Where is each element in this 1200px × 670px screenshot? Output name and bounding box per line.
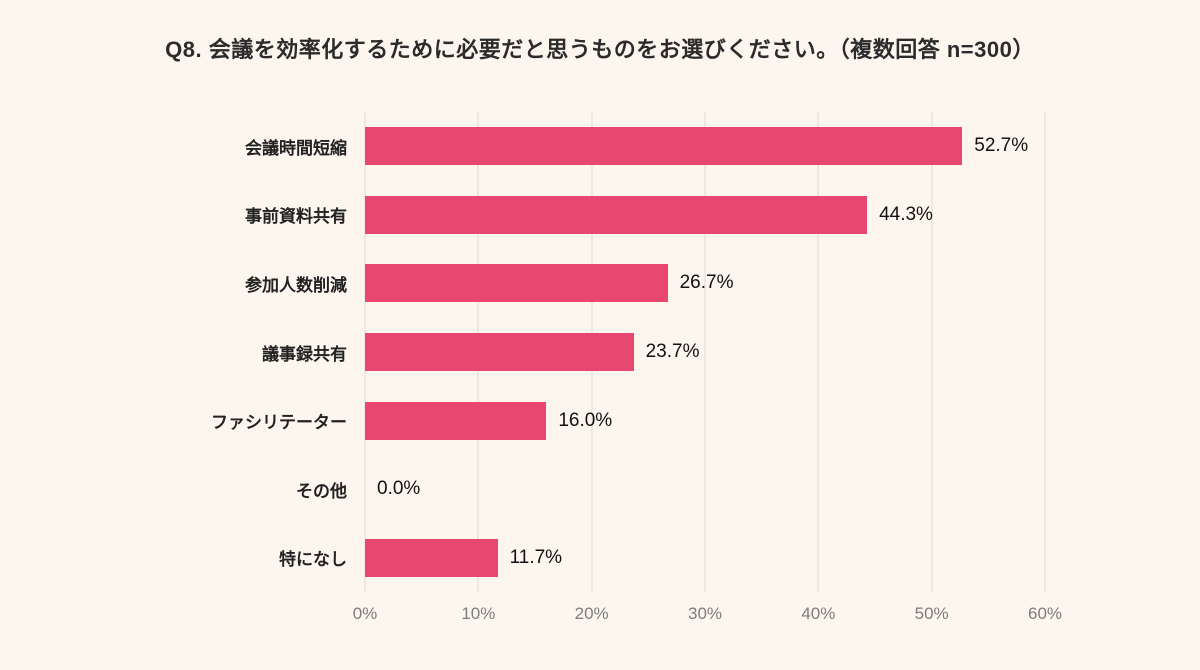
value-label: 11.7% — [509, 546, 563, 568]
chart-row: その他 0.0% — [0, 455, 1200, 524]
bar — [365, 401, 547, 440]
bar — [365, 195, 868, 234]
chart-title: Q8. 会議を効率化するために必要だと思うものをお選びください。（複数回答 n=… — [165, 37, 1035, 62]
bar — [365, 127, 963, 166]
category-label: ファシリテーター — [211, 413, 347, 433]
category-label: 議事録共有 — [262, 344, 347, 364]
x-tick-label: 20% — [574, 604, 609, 623]
category-label: 参加人数削減 — [245, 275, 347, 295]
value-label: 23.7% — [645, 341, 700, 363]
chart-row: 会議時間短縮 52.7% — [0, 112, 1200, 181]
category-label: 特になし — [279, 550, 347, 570]
bar-track: 52.7% — [365, 127, 1045, 166]
bar — [365, 264, 668, 303]
gridline — [704, 112, 706, 592]
bar-track: 44.3% — [365, 195, 1045, 234]
x-tick-label: 50% — [914, 604, 949, 623]
value-label: 44.3% — [879, 203, 933, 225]
bar-track: 0.0% — [365, 470, 1045, 508]
bar — [365, 333, 634, 372]
chart-row: 議事録共有 23.7% — [0, 318, 1200, 387]
x-tick-label: 60% — [1027, 604, 1063, 623]
bar-chart: 会議時間短縮 52.7% 事前資料共有 44.3% 参加人数削減 26.7% 議事録共有 23… — [0, 112, 1200, 628]
value-label: 0.0% — [377, 478, 421, 500]
category-label: 会議時間短縮 — [245, 138, 347, 158]
value-label: 52.7% — [974, 135, 1029, 157]
x-tick-label: 0% — [352, 604, 378, 623]
bar — [365, 538, 498, 577]
chart-row: 参加人数削減 26.7% — [0, 249, 1200, 318]
value-label: 16.0% — [558, 409, 613, 431]
gridline — [817, 112, 819, 592]
chart-row: 事前資料共有 44.3% — [0, 181, 1200, 250]
bar-track: 23.7% — [365, 333, 1045, 372]
bar-track: 11.7% — [365, 538, 1045, 577]
bar-track: 26.7% — [365, 264, 1045, 303]
value-label: 26.7% — [679, 272, 734, 294]
gridline — [931, 112, 933, 592]
x-tick-label: 10% — [461, 604, 496, 623]
chart-row: 特になし 11.7% — [0, 523, 1200, 592]
category-label: 事前資料共有 — [245, 207, 347, 227]
chart-row: ファシリテーター 16.0% — [0, 386, 1200, 455]
x-tick-label: 30% — [687, 604, 723, 623]
bar-track: 16.0% — [365, 401, 1045, 440]
rows: 会議時間短縮 52.7% 事前資料共有 44.3% 参加人数削減 26.7% 議事録共有 23… — [0, 112, 1200, 592]
category-label: その他 — [296, 481, 347, 501]
gridline — [1044, 112, 1046, 592]
x-axis: 0% 10% 20% 30% 40% 50% 60% — [353, 592, 1062, 628]
x-tick-label: 40% — [801, 604, 836, 623]
